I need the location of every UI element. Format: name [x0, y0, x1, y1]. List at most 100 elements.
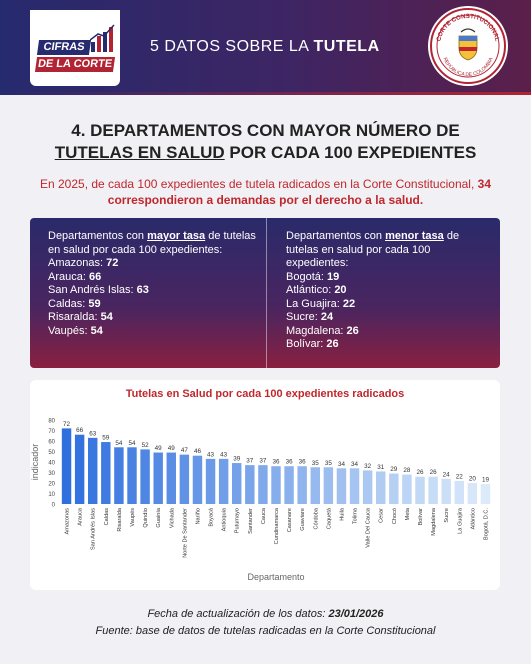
- bar: [127, 447, 137, 504]
- bar-value-label: 54: [115, 440, 123, 447]
- bar-value-label: 63: [89, 430, 97, 437]
- bar: [389, 473, 399, 504]
- update-label: Fecha de actualización de los datos:: [147, 608, 329, 620]
- bar: [88, 437, 98, 504]
- lowest-rate-heading: Departamentos con menor tasa de tutelas …: [286, 230, 486, 271]
- bar-value-label: 49: [168, 445, 176, 452]
- section-title-line2: TUTELAS EN SALUD POR CADA 100 EXPEDIENTE…: [20, 142, 511, 164]
- y-axis-label: indicador: [30, 444, 40, 481]
- bar: [441, 478, 451, 504]
- x-tick-label: Atlántico: [470, 508, 476, 529]
- x-tick-label: Santander: [248, 508, 254, 534]
- x-tick-label: Guainía: [156, 507, 162, 527]
- x-tick-label: Casanare: [287, 508, 293, 532]
- bar-value-label: 34: [338, 461, 346, 468]
- highest-rate-heading: Departamentos con mayor tasa de tutelas …: [48, 230, 263, 257]
- dept-name: Caldas:: [48, 297, 89, 310]
- update-date: 23/01/2026: [328, 608, 384, 620]
- intro-text-bold: 34 correspondieron a demandas por el der…: [107, 177, 491, 207]
- header-accent-line: [0, 92, 531, 95]
- y-tick-label: 0: [52, 503, 56, 509]
- dept-name: Amazonas:: [48, 257, 107, 269]
- chart-title: Tutelas en Salud por cada 100 expediente…: [125, 388, 405, 400]
- lowest-item: Atlántico: 20: [286, 284, 486, 298]
- bar-value-label: 32: [364, 463, 372, 470]
- bar-value-label: 37: [246, 458, 254, 465]
- y-tick-label: 10: [48, 492, 55, 498]
- bar: [179, 454, 190, 504]
- dept-name: Bogotá:: [286, 270, 327, 283]
- bar-value-label: 22: [456, 473, 464, 480]
- header-banner: CIFRAS DE LA CORTE 5 DATOS SOBRE LA TUTE…: [0, 0, 531, 92]
- highest-item: Caldas: 59: [48, 298, 263, 312]
- y-tick-label: 80: [48, 419, 55, 425]
- update-line: Fecha de actualización de los datos: 23/…: [0, 606, 531, 623]
- lowest-heading-post: de tutelas en salud por cada 100 expedie…: [286, 230, 460, 269]
- court-seal: CORTE CONSTITUCIONAL REPÚBLICA DE COLOMB…: [428, 6, 508, 86]
- x-tick-label: Magdalena: [431, 507, 437, 536]
- cifras-logo: CIFRAS DE LA CORTE: [30, 10, 120, 86]
- bar-value-label: 37: [259, 458, 267, 465]
- bar: [480, 484, 491, 504]
- dept-name: San Andrés Islas:: [48, 284, 137, 296]
- bar-value-label: 29: [390, 466, 398, 473]
- bar: [323, 467, 334, 504]
- section-title: 4. DEPARTAMENTOS CON MAYOR NÚMERO DE TUT…: [20, 120, 511, 164]
- bar-value-label: 54: [128, 440, 136, 447]
- lowest-heading-highlight: menor tasa: [385, 230, 444, 242]
- x-tick-label: Putumayo: [235, 508, 241, 533]
- bar-value-label: 36: [286, 459, 294, 466]
- x-tick-label: Sucre: [444, 508, 450, 523]
- bar: [362, 470, 373, 504]
- lowest-item: Bogotá: 19: [286, 271, 486, 285]
- bar: [192, 455, 203, 504]
- x-tick-label: Chocó: [392, 508, 398, 524]
- highest-item: San Andrés Islas: 63: [48, 284, 263, 298]
- dept-name: Magdalena:: [286, 324, 347, 337]
- dept-name: Arauca:: [48, 270, 89, 283]
- dept-name: Risaralda:: [48, 311, 101, 323]
- bar-value-label: 34: [351, 461, 359, 468]
- bar-value-label: 36: [299, 459, 307, 466]
- bar-value-label: 72: [63, 421, 71, 428]
- bar: [205, 458, 216, 504]
- intro-text: En 2025, de cada 100 expedientes de tute…: [30, 176, 501, 208]
- dept-value: 26: [346, 324, 359, 337]
- x-axis-label: Departamento: [247, 572, 304, 582]
- highest-item: Vaupés: 54: [48, 325, 263, 339]
- x-tick-label: Risaralda: [117, 507, 123, 532]
- bar-value-label: 47: [181, 447, 189, 454]
- bar-value-label: 43: [220, 451, 228, 458]
- dept-value: 66: [88, 270, 102, 283]
- source-line: Fuente: base de datos de tutelas radicad…: [95, 625, 436, 637]
- bar-value-label: 24: [443, 471, 451, 478]
- bar-chart-logo-icon: [90, 24, 115, 52]
- bar: [415, 476, 425, 504]
- x-tick-label: Vaupés: [130, 508, 136, 527]
- x-tick-label: Caldas: [104, 508, 110, 526]
- x-tick-label: La Guajira: [457, 507, 463, 534]
- section-title-underlined: TUTELAS EN SALUD: [54, 143, 225, 162]
- bar-chart: 0 10 20 30 40 50 60 70 80 indicador Departamento 72…: [30, 419, 491, 582]
- dept-name: Vaupés:: [48, 324, 91, 337]
- bar-value-label: 28: [403, 467, 411, 474]
- section-title-line1: 4. DEPARTAMENTOS CON MAYOR NÚMERO DE: [71, 121, 460, 140]
- x-tick-label: San Andrés Islas: [91, 508, 97, 550]
- y-tick-label: 70: [48, 429, 55, 435]
- bar-value-label: 36: [272, 459, 280, 466]
- bar: [454, 480, 464, 504]
- header-title-bold: TUTELA: [313, 38, 380, 55]
- lowest-item: La Guajira: 22: [286, 298, 486, 312]
- x-tick-label: Norte De Santander: [182, 508, 188, 558]
- dept-name: Bolívar:: [286, 338, 327, 350]
- x-tick-label: Córdoba: [313, 507, 319, 529]
- bar: [258, 465, 268, 504]
- x-tick-label: Guaviare: [300, 508, 306, 531]
- bar: [245, 465, 255, 504]
- x-tick-label: Bolívar: [418, 508, 424, 526]
- bar: [336, 468, 347, 504]
- y-tick-label: 60: [48, 440, 55, 446]
- dept-value: 72: [106, 257, 119, 269]
- bar-value-label: 19: [482, 477, 490, 484]
- bar-value-label: 35: [325, 460, 333, 467]
